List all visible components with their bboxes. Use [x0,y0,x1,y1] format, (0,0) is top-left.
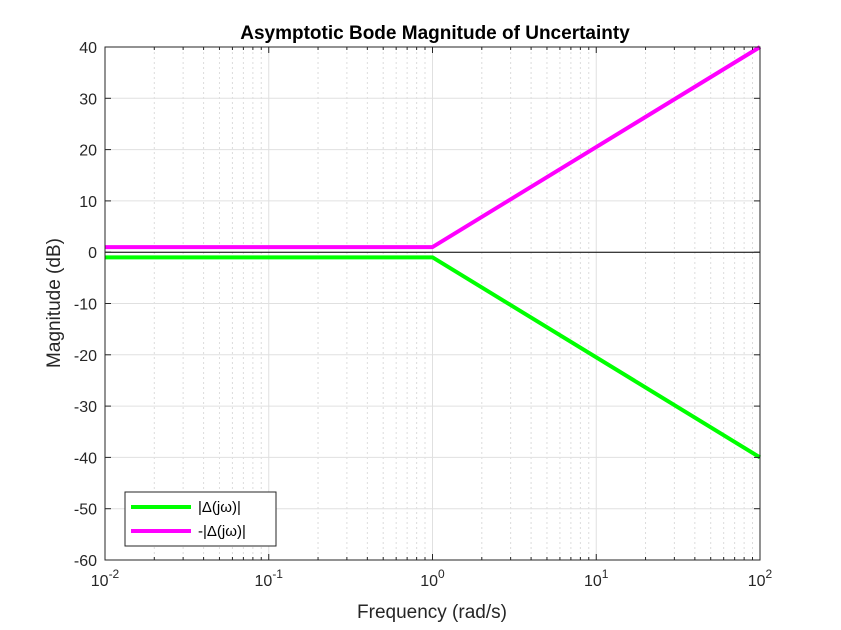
x-tick-label-exponent: -1 [272,567,283,581]
series-line-magnitude [105,255,762,460]
x-tick-label-exponent: -2 [109,567,120,581]
x-tick-label: 100 [420,567,445,590]
y-tick-label: -30 [74,399,97,416]
axis-ticks: 10-2 10-1 100 101 102-60-50-40-30-20-1001020… [74,40,773,590]
x-tick-label: 10-1 [255,567,284,590]
x-tick-label-base: 10 [91,573,109,590]
x-tick-label-base: 10 [255,573,273,590]
y-tick-label: -60 [74,553,97,570]
x-tick-label-base: 10 [420,573,438,590]
y-tick-label: -10 [74,297,97,314]
chart-title: Asymptotic Bode Magnitude of Uncertainty [240,23,630,44]
x-tick-label-exponent: 2 [766,567,773,581]
y-tick-label: -40 [74,450,97,467]
y-tick-label: 30 [79,91,97,108]
legend-label-negative-magnitude: -|Δ(jω)| [198,523,246,540]
x-tick-label-exponent: 0 [438,567,445,581]
x-tick-label-exponent: 1 [602,567,609,581]
x-tick-label: 102 [748,567,773,590]
legend: |Δ(jω)| -|Δ(jω)| [124,491,277,547]
y-tick-label: 0 [88,245,97,262]
x-tick-label-base: 10 [584,573,602,590]
y-tick-label: 10 [79,194,97,211]
x-tick-label-base: 10 [748,573,766,590]
series-lines [105,45,762,460]
y-axis-label: Magnitude (dB) [44,238,65,368]
y-tick-label: 40 [79,40,97,57]
y-tick-label: -50 [74,502,97,519]
legend-box [124,491,277,547]
y-tick-label: 20 [79,143,97,160]
legend-label-magnitude: |Δ(jω)| [198,499,241,516]
series-line-negative-magnitude [105,45,762,250]
x-tick-label: 101 [584,567,609,590]
x-axis-label: Frequency (rad/s) [357,602,507,623]
x-tick-label: 10-2 [91,567,120,590]
y-tick-label: -20 [74,348,97,365]
